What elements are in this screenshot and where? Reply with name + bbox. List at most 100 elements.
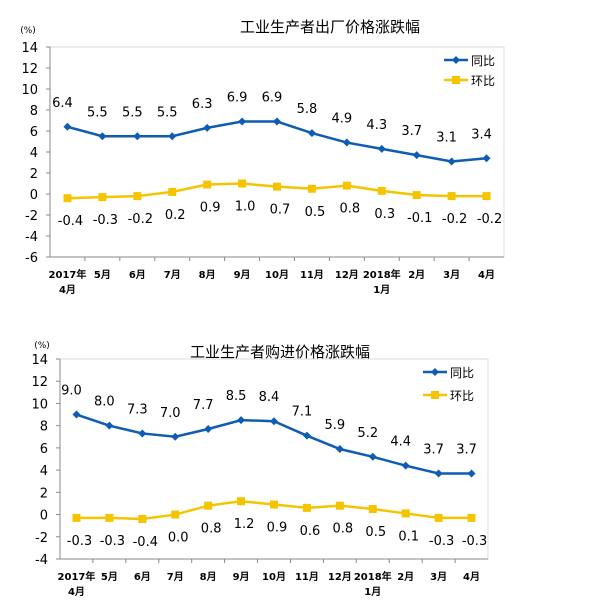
data-label: 6.3 bbox=[192, 97, 213, 112]
x-tick-label: 12月 bbox=[335, 269, 359, 281]
data-label: 0.8 bbox=[333, 522, 354, 537]
data-point bbox=[467, 469, 476, 478]
data-label: 7.3 bbox=[127, 402, 148, 417]
x-tick-label-line: 8月 bbox=[200, 571, 217, 583]
x-tick-label-line: 7月 bbox=[167, 571, 184, 583]
data-point bbox=[342, 138, 351, 147]
data-label: -0.2 bbox=[477, 212, 502, 227]
data-point bbox=[237, 497, 246, 506]
plot-area bbox=[49, 46, 505, 258]
data-label: 0.9 bbox=[200, 201, 221, 216]
data-point bbox=[447, 157, 456, 166]
data-label: 5.5 bbox=[122, 105, 143, 120]
y-tick-label: 10 bbox=[21, 83, 38, 98]
data-label: 4.3 bbox=[366, 118, 387, 133]
x-tick-label: 10月 bbox=[265, 269, 289, 281]
y-tick-label: 4 bbox=[30, 146, 38, 161]
data-point bbox=[273, 182, 281, 191]
legend-marker bbox=[452, 76, 460, 84]
data-point bbox=[434, 469, 443, 478]
y-tick-label: -2 bbox=[35, 531, 48, 546]
legend-label: 同比 bbox=[471, 54, 495, 68]
data-label: 5.8 bbox=[297, 102, 318, 117]
y-tick-label: 6 bbox=[30, 125, 38, 140]
data-label: 7.1 bbox=[292, 405, 313, 420]
legend-label: 同比 bbox=[450, 366, 474, 380]
x-tick-label: 6月 bbox=[134, 571, 151, 583]
data-point bbox=[133, 192, 142, 201]
data-point bbox=[377, 144, 386, 153]
y-tick-label: 14 bbox=[31, 353, 48, 368]
x-tick-label: 2018年 1月 bbox=[363, 268, 401, 296]
x-tick-label: 5月 bbox=[94, 269, 111, 281]
x-tick-label: 2017年 4月 bbox=[49, 268, 87, 296]
data-point bbox=[138, 429, 147, 438]
x-tick-label: 12月 bbox=[328, 571, 352, 583]
x-tick-label-line: 2月 bbox=[408, 269, 425, 281]
data-label: 5.5 bbox=[157, 105, 178, 120]
data-label: 0.6 bbox=[300, 524, 321, 539]
y-axis-unit: (%) bbox=[20, 26, 36, 36]
data-label: 8.4 bbox=[259, 390, 280, 405]
data-label: 4.4 bbox=[390, 435, 411, 450]
data-point bbox=[63, 194, 72, 203]
data-label: 8.0 bbox=[94, 395, 115, 410]
data-point bbox=[72, 410, 81, 419]
data-label: 0.3 bbox=[374, 207, 395, 222]
legend-marker bbox=[431, 368, 439, 376]
data-point bbox=[307, 129, 316, 138]
data-label: -0.4 bbox=[133, 535, 158, 550]
x-tick-label-line: 9月 bbox=[233, 571, 250, 583]
x-tick-label-line: 11月 bbox=[300, 269, 324, 281]
data-label: 6.4 bbox=[52, 96, 73, 111]
y-tick-label: 0 bbox=[40, 509, 48, 524]
x-tick-label: 2018年 1月 bbox=[354, 570, 392, 598]
y-tick-label: -2 bbox=[25, 209, 38, 224]
x-tick-label: 2月 bbox=[397, 571, 414, 583]
x-tick-label: 11月 bbox=[300, 269, 324, 281]
y-tick-label: 12 bbox=[21, 62, 38, 77]
data-label: 0.9 bbox=[267, 521, 288, 536]
x-tick-label: 9月 bbox=[234, 269, 251, 281]
x-tick-label-line: 2017年 bbox=[49, 268, 87, 281]
y-tick-label: 0 bbox=[30, 188, 38, 203]
x-tick-label-line: 3月 bbox=[443, 269, 460, 281]
x-tick-label-line: 3月 bbox=[430, 571, 447, 583]
data-point bbox=[335, 501, 344, 510]
data-point bbox=[482, 192, 491, 201]
data-point bbox=[307, 184, 316, 193]
y-tick-label: 12 bbox=[31, 375, 48, 390]
x-tick-label-line: 4月 bbox=[59, 284, 76, 296]
x-tick-label-line: 10月 bbox=[262, 571, 286, 583]
y-tick-label: 2 bbox=[40, 486, 48, 501]
x-tick-label: 8月 bbox=[199, 269, 216, 281]
data-point bbox=[237, 416, 246, 425]
data-label: 0.0 bbox=[168, 531, 189, 546]
data-point bbox=[412, 151, 421, 160]
chart-2: 工业生产者购进价格涨跌幅 (%) 14 12 10 8 6 4 2 0 -2 -4 2017年 4月 5月 6… bbox=[31, 341, 489, 598]
data-label: 9.0 bbox=[61, 384, 82, 399]
data-point bbox=[168, 187, 177, 196]
data-point bbox=[412, 191, 421, 200]
data-point bbox=[377, 186, 386, 195]
data-point bbox=[434, 513, 443, 522]
data-point bbox=[98, 193, 107, 202]
data-label: -0.1 bbox=[407, 211, 432, 226]
legend-marker bbox=[452, 56, 460, 64]
data-label: 5.5 bbox=[87, 105, 108, 120]
x-tick-label-line: 2017年 bbox=[58, 570, 96, 583]
data-point bbox=[368, 505, 377, 513]
data-label: -0.3 bbox=[100, 534, 125, 549]
data-label: -0.2 bbox=[442, 212, 467, 227]
x-tick-label: 2017年 4月 bbox=[58, 570, 96, 598]
x-tick-label-line: 11月 bbox=[295, 571, 319, 583]
data-label: 6.9 bbox=[227, 91, 248, 106]
data-label: -0.3 bbox=[462, 534, 487, 549]
data-label: 7.0 bbox=[160, 406, 181, 421]
x-tick-label-line: 8月 bbox=[199, 269, 216, 281]
data-point bbox=[368, 452, 377, 461]
data-point bbox=[302, 503, 311, 512]
data-point bbox=[72, 513, 81, 522]
data-label: 1.0 bbox=[235, 200, 256, 215]
